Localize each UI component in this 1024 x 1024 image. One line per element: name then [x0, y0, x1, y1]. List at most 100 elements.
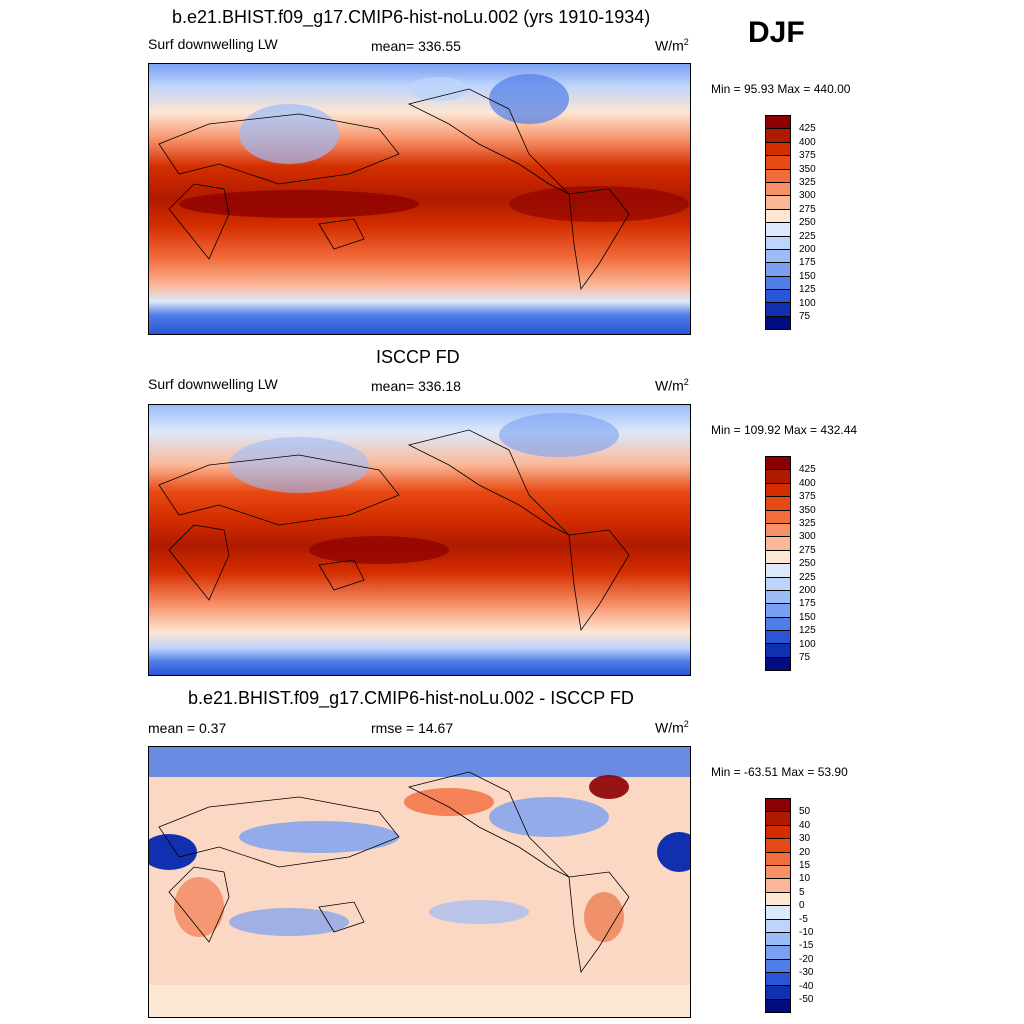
colorbar-tick-label: 225 — [799, 230, 816, 242]
colorbar-swatch — [765, 509, 791, 524]
colorbar-swatch — [765, 168, 791, 183]
colorbar-tick-label: 200 — [799, 585, 816, 596]
colorbar-swatch — [765, 824, 791, 840]
colorbar-swatch — [765, 656, 791, 672]
colorbar-swatch — [765, 905, 791, 920]
colorbar-tick-label: -10 — [799, 927, 814, 938]
colorbar-swatch — [765, 972, 791, 987]
colorbar-swatch — [765, 275, 791, 291]
colorbar-swatch — [765, 958, 791, 974]
colorbar-swatch — [765, 563, 791, 578]
colorbar-tick-label: 425 — [799, 123, 816, 135]
colorbar-swatch — [765, 315, 791, 331]
colorbar-swatch — [765, 630, 791, 645]
panel2-minmax: Min = 109.92 Max = 432.44 — [711, 423, 858, 437]
colorbar-swatch — [765, 931, 791, 947]
colorbar-swatch — [765, 115, 791, 130]
colorbar-tick-label: 250 — [799, 558, 816, 570]
colorbar-tick-label: 325 — [799, 518, 816, 529]
panel3-rmse-label: rmse = 14.67 — [371, 720, 454, 736]
colorbar-swatch — [765, 496, 791, 511]
colorbar-tick-label: 250 — [799, 217, 816, 229]
colorbar-swatch — [765, 864, 791, 880]
colorbar-tick-label: 125 — [799, 284, 816, 296]
colorbar-tick-label: 150 — [799, 270, 816, 282]
colorbar-swatch — [765, 181, 791, 197]
colorbar-tick-label: 5 — [799, 886, 805, 898]
colorbar-tick-label: 400 — [799, 477, 816, 489]
colorbar-swatch — [765, 851, 791, 866]
season-label: DJF — [748, 16, 805, 49]
colorbar-tick-label: 15 — [799, 860, 811, 871]
colorbar-tick-label: 350 — [799, 504, 816, 516]
colorbar-swatch — [765, 235, 791, 250]
colorbar-swatch — [765, 811, 791, 826]
colorbar-tick-label: -30 — [799, 967, 814, 979]
panel3-mean-label: mean = 0.37 — [148, 720, 227, 736]
colorbar-tick-label: 30 — [799, 833, 811, 845]
colorbar-tick-label: 275 — [799, 203, 816, 215]
colorbar-tick-label: 175 — [799, 598, 816, 610]
panel2-variable-label: Surf downwelling LW — [148, 376, 278, 392]
colorbar-swatch — [765, 456, 791, 471]
colorbar-swatch — [765, 262, 791, 277]
panel1-title: b.e21.BHIST.f09_g17.CMIP6-hist-noLu.002 … — [172, 7, 651, 27]
colorbar-swatch — [765, 482, 791, 498]
colorbar-swatch — [765, 248, 791, 264]
colorbar-swatch — [765, 576, 791, 591]
panel2-map — [148, 404, 691, 676]
colorbar-tick-label: 10 — [799, 873, 811, 885]
colorbar-swatch — [765, 222, 791, 237]
colorbar-tick-label: 375 — [799, 491, 816, 503]
colorbar-swatch — [765, 549, 791, 565]
colorbar-tick-label: 375 — [799, 150, 816, 162]
colorbar-tick-label: 325 — [799, 177, 816, 188]
colorbar-tick-label: 175 — [799, 257, 816, 269]
colorbar-swatch — [765, 195, 791, 210]
colorbar-tick-label: -50 — [799, 994, 814, 1005]
colorbar-tick-label: 300 — [799, 531, 816, 543]
colorbar-tick-label: 125 — [799, 625, 816, 637]
colorbar-swatch — [765, 155, 791, 170]
panel1-map — [148, 63, 691, 335]
colorbar-tick-label: 150 — [799, 611, 816, 623]
panel2-title: ISCCP FD — [376, 347, 460, 367]
colorbar-tick-label: -5 — [799, 913, 808, 925]
panel3-units: W/m2 — [655, 719, 689, 736]
colorbar-tick-label: 275 — [799, 544, 816, 556]
colorbar-tick-label: 20 — [799, 846, 811, 858]
colorbar-swatch — [765, 878, 791, 893]
colorbar-tick-label: 50 — [799, 806, 811, 818]
colorbar-swatch — [765, 798, 791, 813]
colorbar-swatch — [765, 603, 791, 618]
panel3-title: b.e21.BHIST.f09_g17.CMIP6-hist-noLu.002 … — [188, 688, 634, 708]
colorbar-tick-label: -15 — [799, 940, 814, 952]
colorbar-tick-label: -20 — [799, 953, 814, 965]
colorbar-swatch — [765, 536, 791, 551]
colorbar-swatch — [765, 643, 791, 658]
colorbar-tick-label: 300 — [799, 190, 816, 202]
panel1-variable-label: Surf downwelling LW — [148, 36, 278, 52]
colorbar-tick-label: 225 — [799, 571, 816, 583]
colorbar-swatch — [765, 302, 791, 317]
colorbar-tick-label: 100 — [799, 638, 816, 650]
colorbar-swatch — [765, 616, 791, 632]
colorbar-swatch — [765, 918, 791, 933]
colorbar-swatch — [765, 289, 791, 304]
colorbar-swatch — [765, 998, 791, 1014]
colorbar-tick-label: 75 — [799, 652, 811, 663]
colorbar-tick-label: 40 — [799, 819, 811, 831]
panel1-mean-label: mean= 336.55 — [371, 38, 461, 54]
panel3-map — [148, 746, 691, 1018]
colorbar-swatch — [765, 985, 791, 1000]
panel2-colorbar: 425 400 375 350 325 300 275 250 225 200 175 150 125 1… — [765, 456, 816, 672]
colorbar-tick-label: 75 — [799, 311, 811, 322]
panel3-colorbar: 50 40 30 20 15 10 5 0 -5 -10 -15 -20 -30 -40 -50 — [765, 798, 813, 1014]
colorbar-swatch — [765, 469, 791, 484]
panel2-units: W/m2 — [655, 377, 689, 394]
colorbar-swatch — [765, 208, 791, 224]
colorbar-swatch — [765, 838, 791, 853]
panel1-units: W/m2 — [655, 37, 689, 54]
colorbar-tick-label: 200 — [799, 244, 816, 255]
colorbar-swatch — [765, 128, 791, 143]
